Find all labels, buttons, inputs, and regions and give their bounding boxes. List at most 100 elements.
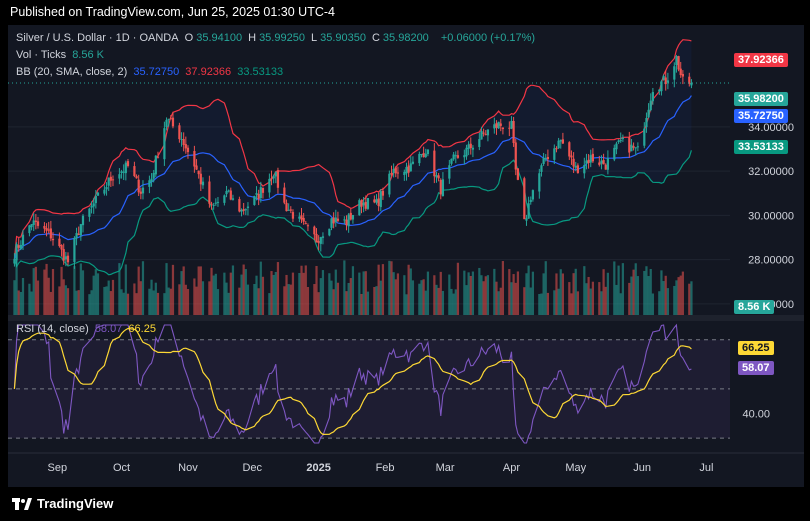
volume-bar — [150, 279, 153, 315]
candle-body — [540, 165, 543, 172]
volume-bar — [381, 264, 385, 315]
candle-body — [216, 201, 220, 203]
volume-bar — [465, 285, 468, 315]
candle-body — [557, 140, 560, 149]
candle-body — [229, 190, 232, 200]
candle-body — [96, 192, 100, 196]
candle-body — [163, 128, 166, 160]
candle-body — [169, 118, 172, 120]
volume-bar — [420, 280, 423, 315]
volume-bar — [15, 260, 18, 315]
price-chart[interactable]: 26.0000028.0000030.0000032.0000034.00000… — [8, 25, 804, 487]
candle-body — [576, 165, 580, 174]
chart-frame[interactable]: 26.0000028.0000030.0000032.0000034.00000… — [8, 25, 804, 487]
candle-body — [60, 245, 63, 250]
volume-bar — [186, 289, 190, 315]
volume-bar — [441, 290, 445, 315]
volume-bar — [568, 282, 571, 315]
volume-bar — [306, 286, 310, 315]
volume-legend[interactable]: Vol · Ticks 8.56 K — [16, 49, 107, 61]
price-tick-label: 34.00000 — [748, 122, 794, 134]
volume-bar — [570, 293, 573, 315]
time-tick-label: Sep — [47, 462, 67, 474]
volume-bar — [274, 271, 277, 315]
candle-body — [122, 171, 125, 173]
volume-bar — [516, 271, 520, 315]
volume-bar — [122, 292, 125, 315]
candle-body — [184, 144, 187, 149]
candle-body — [469, 143, 472, 148]
candle-body — [516, 168, 520, 180]
volume-bar — [587, 276, 590, 315]
volume-bar — [253, 283, 256, 315]
bb-legend[interactable]: BB (20, SMA, close, 2) 35.72750 37.92366… — [16, 66, 286, 78]
volume-bar — [557, 288, 560, 315]
volume-bar — [197, 266, 200, 315]
candle-body — [589, 155, 592, 163]
candle-body — [645, 117, 648, 128]
candle-body — [634, 147, 637, 149]
volume-bar — [555, 273, 558, 315]
candle-body — [486, 129, 490, 136]
candle-body — [394, 167, 397, 174]
ohlc-values: O 35.94100 H 35.99250 L 35.90350 C 35.98200 — [185, 32, 435, 44]
candle-body — [214, 202, 217, 204]
candle-body — [484, 133, 487, 135]
volume-bar — [585, 283, 588, 315]
volume-bar — [471, 271, 475, 315]
candle-body — [291, 212, 295, 219]
bb-upper-line — [13, 39, 692, 260]
candle-body — [88, 208, 91, 217]
symbol-legend[interactable]: Silver / U.S. Dollar · 1D · OANDA O 35.94… — [16, 32, 538, 44]
candle-body — [538, 173, 541, 192]
candle-body — [152, 172, 155, 179]
volume-tag: 8.56 K — [734, 300, 775, 314]
volume-bar — [463, 270, 466, 315]
candle-body — [544, 158, 547, 160]
volume-bar — [81, 270, 85, 315]
candle-body — [51, 238, 55, 241]
candle-body — [79, 224, 82, 236]
candle-body — [66, 255, 70, 263]
volume-bar — [433, 275, 436, 315]
candle-body — [420, 154, 423, 156]
volume-bar — [602, 269, 605, 315]
volume-bar — [62, 279, 65, 315]
candle-body — [499, 123, 502, 126]
volume-bar — [141, 261, 145, 315]
candle-body — [336, 218, 340, 221]
volume-bar — [92, 275, 95, 315]
candle-body — [585, 160, 588, 164]
volume-bar — [630, 276, 633, 315]
candle-body — [111, 179, 115, 181]
volume-bar — [133, 283, 136, 315]
candle-body — [632, 146, 635, 148]
volume-bar — [508, 269, 511, 315]
candle-body — [439, 179, 442, 195]
candle-body — [454, 155, 457, 157]
tradingview-brand[interactable]: TradingView — [12, 496, 113, 511]
rsi-tag: 58.07 — [738, 361, 774, 375]
candle-body — [377, 198, 380, 206]
candle-body — [619, 140, 622, 142]
volume-bar — [165, 263, 168, 315]
volume-bar — [259, 261, 262, 315]
brand-name: TradingView — [37, 496, 114, 511]
candle-body — [403, 171, 406, 176]
volume-bar — [531, 271, 535, 315]
candle-body — [246, 206, 250, 208]
volume-bar — [523, 287, 526, 315]
volume-bar — [77, 290, 80, 315]
volume-bar — [409, 268, 412, 315]
rsi-legend[interactable]: RSI (14, close) 58.07 66.25 — [16, 323, 159, 335]
bb-basis-value: 35.72750 — [133, 66, 180, 78]
candle-body — [107, 177, 110, 186]
candle-body — [450, 158, 453, 164]
volume-bar — [212, 275, 215, 315]
candle-body — [664, 77, 667, 85]
volume-bar — [613, 261, 616, 315]
volume-bar — [454, 289, 457, 315]
volume-value: 8.56 K — [72, 49, 104, 61]
candle-body — [679, 68, 682, 75]
volume-bar — [96, 273, 100, 315]
